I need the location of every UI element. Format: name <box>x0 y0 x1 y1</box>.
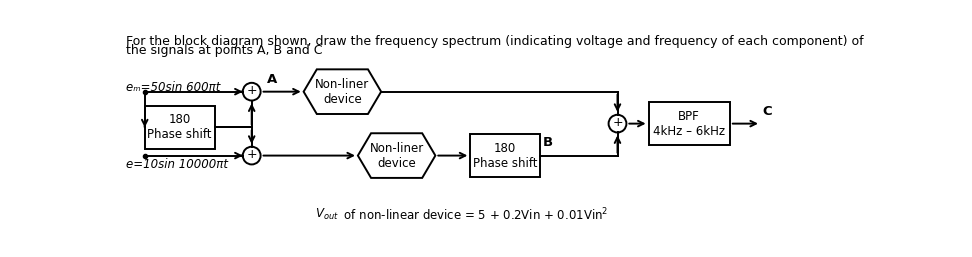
Text: $V_{out}$: $V_{out}$ <box>315 207 339 222</box>
Text: Non-liner
device: Non-liner device <box>315 78 369 106</box>
Bar <box>648 103 730 145</box>
Text: of non-linear device = 5 + 0.2Vin + 0.01Vin$^2$: of non-linear device = 5 + 0.2Vin + 0.01… <box>340 207 608 223</box>
Text: 180
Phase shift: 180 Phase shift <box>148 114 212 141</box>
Text: the signals at points A, B and C: the signals at points A, B and C <box>126 44 323 57</box>
Text: B: B <box>543 136 553 149</box>
Bar <box>470 134 540 177</box>
Text: For the block diagram shown, draw the frequency spectrum (indicating voltage and: For the block diagram shown, draw the fr… <box>126 35 864 48</box>
Text: A: A <box>266 73 277 86</box>
Text: Non-liner
device: Non-liner device <box>369 142 424 170</box>
Text: 180
Phase shift: 180 Phase shift <box>472 142 538 170</box>
Text: e⁣=10sin 10000πt: e⁣=10sin 10000πt <box>126 158 228 171</box>
Text: +: + <box>246 84 257 97</box>
Text: eₘ=50sin 600πt: eₘ=50sin 600πt <box>126 80 221 94</box>
Text: +: + <box>246 148 257 161</box>
Text: C: C <box>762 105 772 118</box>
Bar <box>145 106 215 149</box>
Text: +: + <box>612 116 623 129</box>
Text: BPF
4kHz – 6kHz: BPF 4kHz – 6kHz <box>653 110 725 138</box>
